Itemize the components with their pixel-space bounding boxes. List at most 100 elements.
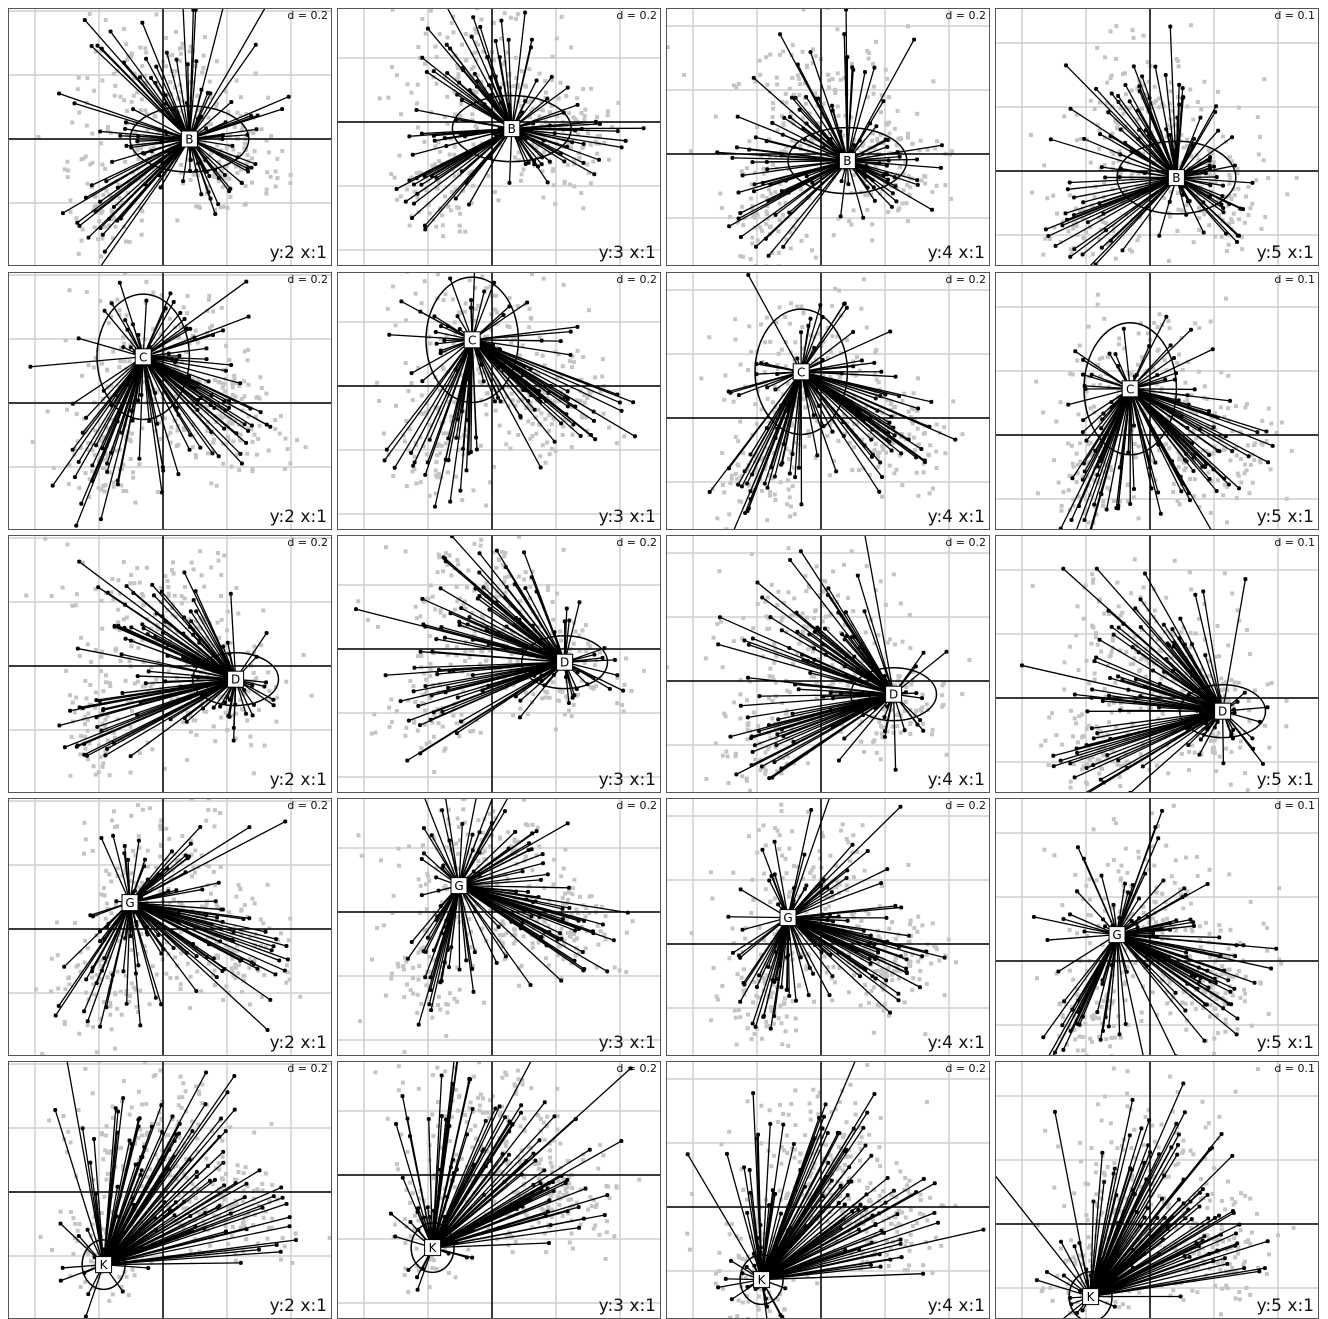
background-point (1192, 240, 1196, 244)
star-point (100, 446, 104, 450)
background-point (169, 425, 173, 429)
background-point (420, 393, 424, 397)
background-point (1180, 208, 1184, 212)
background-point (551, 167, 555, 171)
background-point (245, 452, 249, 456)
background-point (452, 153, 456, 157)
star-point (939, 166, 943, 170)
star-point (1192, 137, 1196, 141)
star-point (830, 104, 834, 108)
background-point (765, 518, 769, 522)
background-point (414, 481, 418, 485)
background-point (140, 219, 144, 223)
star-point (1123, 83, 1127, 87)
background-point (741, 223, 745, 227)
background-point (786, 478, 790, 482)
background-point (423, 279, 427, 283)
background-point (766, 397, 770, 401)
star-point (797, 466, 801, 470)
background-point (460, 43, 464, 47)
background-point (510, 392, 514, 396)
star-point (144, 299, 148, 303)
background-point (919, 139, 923, 143)
background-point (760, 489, 764, 493)
star-point (469, 450, 473, 454)
star-point (860, 358, 864, 362)
background-point (857, 468, 861, 472)
background-point (99, 141, 103, 145)
star-point (213, 212, 217, 216)
star-point (782, 116, 786, 120)
star-point (598, 122, 602, 126)
background-point (788, 322, 792, 326)
star-point (804, 95, 808, 99)
background-point (874, 442, 878, 446)
star-point (198, 446, 202, 450)
star-point (418, 310, 422, 314)
star-point (412, 202, 416, 206)
background-point (849, 223, 853, 227)
scale-label: d = 0.2 (616, 9, 657, 23)
star-point (869, 438, 873, 442)
background-point (1236, 167, 1240, 171)
star-point (90, 44, 94, 48)
background-point (839, 78, 843, 82)
background-point (528, 307, 532, 311)
star-point (482, 290, 486, 294)
background-point (138, 46, 142, 50)
background-point (464, 32, 468, 36)
background-point (1130, 88, 1134, 92)
background-point (558, 81, 562, 85)
star-point (507, 103, 511, 107)
star-point (244, 441, 248, 445)
star-point (915, 178, 919, 182)
star-point (737, 393, 741, 397)
background-point (832, 233, 836, 237)
background-point (451, 30, 455, 34)
background-point (231, 148, 235, 152)
star-point (227, 189, 231, 193)
background-point (591, 159, 595, 163)
background-point (791, 484, 795, 488)
background-point (264, 192, 268, 196)
background-point (484, 412, 488, 416)
star-point (74, 524, 78, 528)
star-point (456, 314, 460, 318)
background-point (498, 424, 502, 428)
background-point (769, 192, 773, 196)
background-point (1141, 34, 1145, 38)
background-point (125, 313, 129, 317)
star-point (220, 137, 224, 141)
background-point (777, 251, 781, 255)
background-point (472, 65, 476, 69)
background-point (765, 264, 769, 266)
background-point (1228, 155, 1232, 159)
background-point (74, 216, 78, 220)
background-point (209, 122, 213, 126)
star-point (564, 412, 568, 416)
star-point (423, 473, 427, 477)
star-point (741, 173, 745, 177)
background-point (554, 449, 558, 453)
background-point (447, 205, 451, 209)
background-point (188, 49, 192, 53)
star-point (250, 166, 254, 170)
star-point (482, 379, 486, 383)
star-point (840, 179, 844, 183)
background-point (874, 40, 878, 44)
star-point (1237, 234, 1241, 238)
background-point (88, 163, 92, 167)
background-point (403, 439, 407, 443)
star-point (753, 182, 757, 186)
background-point (416, 83, 420, 87)
star-point (846, 182, 850, 186)
background-point (63, 167, 67, 171)
background-point (847, 219, 851, 223)
star-point (519, 415, 523, 419)
star-point (856, 169, 860, 173)
background-point (254, 396, 258, 400)
background-point (125, 109, 129, 113)
star-point (1191, 144, 1195, 148)
star-point (57, 91, 61, 95)
